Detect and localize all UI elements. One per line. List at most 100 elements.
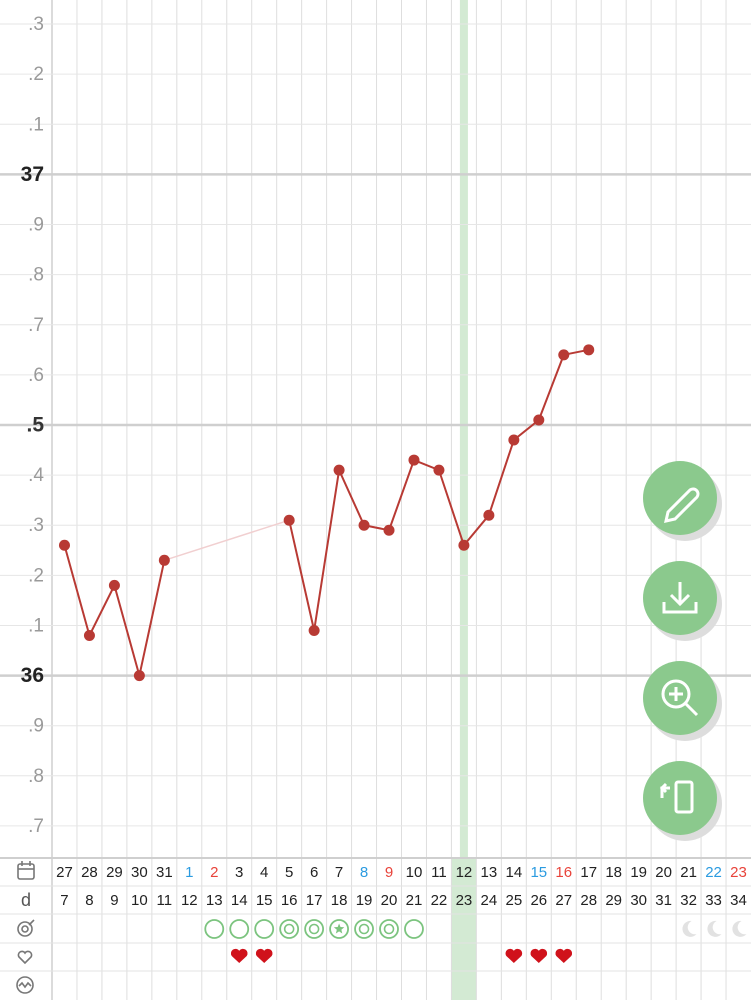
temperature-point bbox=[358, 519, 370, 531]
ring bbox=[304, 919, 325, 939]
inner-ring bbox=[358, 923, 370, 935]
heart bbox=[505, 948, 523, 963]
x-tick-label: 21 bbox=[406, 892, 423, 909]
date-label: 16 bbox=[555, 864, 572, 881]
sign-moon bbox=[707, 920, 722, 937]
date-label: 29 bbox=[106, 864, 123, 881]
sign-moon bbox=[682, 920, 697, 937]
ring bbox=[329, 919, 349, 939]
temperature-point bbox=[133, 670, 145, 682]
x-tick-label: 29 bbox=[605, 892, 622, 909]
date-label: 18 bbox=[605, 864, 622, 881]
temperature-point bbox=[83, 629, 95, 641]
ring bbox=[404, 919, 424, 939]
temperature-point bbox=[533, 414, 545, 426]
sign-circle bbox=[254, 919, 275, 939]
temperature-point bbox=[558, 349, 570, 361]
sign-double-circle bbox=[354, 919, 374, 939]
download-button[interactable] bbox=[643, 561, 722, 641]
sign-double-circle bbox=[379, 919, 399, 939]
date-label: 14 bbox=[505, 864, 522, 881]
x-tick-label: 34 bbox=[730, 892, 747, 909]
temperature-point bbox=[458, 539, 470, 551]
y-tick-label: .8 bbox=[28, 766, 44, 787]
x-tick-label: 14 bbox=[231, 892, 248, 909]
temperature-point bbox=[383, 524, 395, 536]
x-tick-label: 28 bbox=[580, 892, 597, 909]
x-tick-label: 15 bbox=[256, 892, 273, 909]
rotate-button[interactable] bbox=[643, 761, 722, 841]
date-label: 28 bbox=[81, 864, 98, 881]
date-label: 11 bbox=[431, 864, 447, 881]
date-label: 20 bbox=[655, 864, 672, 881]
y-tick-label: .9 bbox=[28, 716, 44, 737]
inner-ring bbox=[283, 923, 295, 935]
x-tick-label: 30 bbox=[630, 892, 647, 909]
date-label: 19 bbox=[630, 864, 647, 881]
date-label: 2 bbox=[210, 864, 218, 881]
inner-ring bbox=[383, 923, 395, 935]
date-label: 30 bbox=[131, 864, 148, 881]
today-column bbox=[451, 858, 477, 1000]
temperature-point bbox=[108, 579, 120, 591]
background-layer bbox=[451, 0, 477, 1000]
inner-ring bbox=[308, 923, 320, 935]
sign-double-circle bbox=[304, 919, 325, 939]
date-label: 17 bbox=[580, 864, 597, 881]
x-tick-label: 20 bbox=[381, 892, 398, 909]
sign-star-circle bbox=[329, 919, 349, 939]
temperature-point bbox=[283, 514, 295, 526]
x-tick-label: 23 bbox=[456, 892, 473, 909]
date-label: 5 bbox=[285, 864, 293, 881]
y-tick-label: .3 bbox=[28, 14, 44, 35]
x-tick-label: 7 bbox=[60, 892, 68, 909]
moon bbox=[732, 920, 747, 937]
zoom-button[interactable] bbox=[643, 661, 722, 741]
date-label: 7 bbox=[335, 864, 343, 881]
y-tick-label: .2 bbox=[28, 64, 44, 85]
today-band bbox=[459, 0, 468, 857]
temperature-point bbox=[308, 624, 320, 636]
sign-circle bbox=[204, 919, 225, 939]
date-label: 10 bbox=[406, 864, 423, 881]
gap-connector bbox=[164, 519, 290, 562]
x-tick-label: 8 bbox=[85, 892, 93, 909]
ring bbox=[354, 919, 374, 939]
x-tick-label: 26 bbox=[530, 892, 547, 909]
wave-icon bbox=[16, 976, 34, 994]
x-tick-label: 19 bbox=[356, 892, 373, 909]
y-tick-label: .9 bbox=[28, 215, 44, 236]
y-tick-label: 37 bbox=[21, 163, 44, 186]
heart bbox=[530, 948, 548, 963]
data-layer bbox=[58, 344, 595, 682]
heart bbox=[555, 948, 573, 963]
date-label: 3 bbox=[235, 864, 243, 881]
sign-circle bbox=[229, 919, 250, 939]
temperature-point bbox=[408, 454, 420, 466]
x-tick-label: 18 bbox=[331, 892, 348, 909]
y-tick-label: .3 bbox=[28, 515, 44, 536]
temperature-point bbox=[333, 464, 345, 476]
temperature-point bbox=[58, 539, 70, 551]
x-tick-label: 16 bbox=[281, 892, 298, 909]
date-label: 15 bbox=[530, 864, 547, 881]
y-tick-label: .1 bbox=[28, 615, 44, 636]
temperature-point bbox=[433, 464, 445, 476]
sign-moon bbox=[732, 920, 747, 937]
y-tick-label: .4 bbox=[28, 465, 44, 486]
y-tick-label: .1 bbox=[28, 114, 44, 135]
edit-temperature-button[interactable] bbox=[643, 461, 722, 541]
x-tick-label: 31 bbox=[655, 892, 672, 909]
temperature-point bbox=[583, 344, 595, 356]
date-label: 9 bbox=[385, 864, 393, 881]
date-label: 1 bbox=[185, 864, 193, 881]
x-tick-label: 12 bbox=[181, 892, 198, 909]
y-tick-label: .7 bbox=[28, 315, 44, 336]
date-label: 13 bbox=[481, 864, 498, 881]
date-label: 8 bbox=[360, 864, 368, 881]
heart-icon bbox=[17, 950, 33, 965]
temperature-point bbox=[508, 434, 520, 446]
